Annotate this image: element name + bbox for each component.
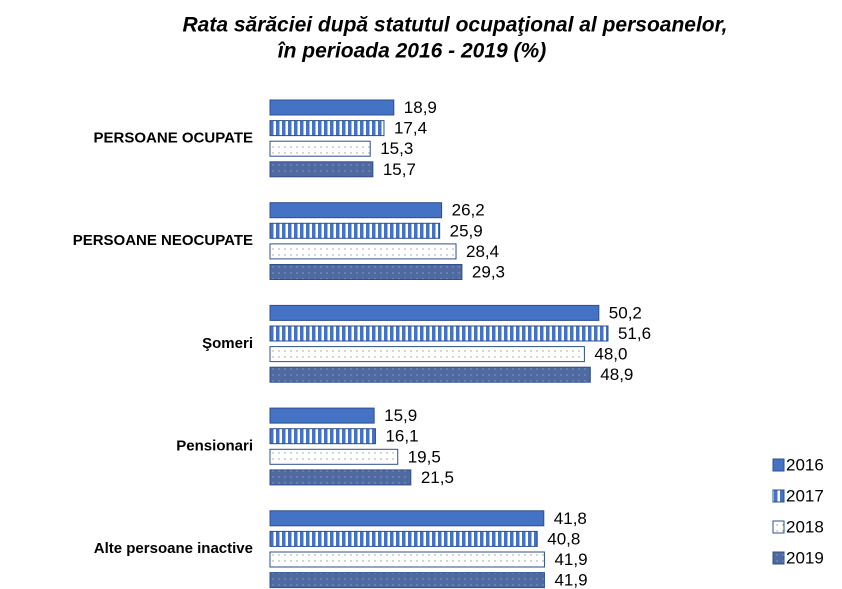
bar — [269, 161, 374, 178]
legend-swatch — [772, 489, 785, 503]
value-label: 16,1 — [385, 427, 418, 446]
value-label: 41,8 — [554, 509, 587, 528]
bar — [269, 202, 443, 219]
value-label: 41,9 — [554, 571, 587, 589]
legend-swatch — [772, 458, 785, 472]
bar — [269, 469, 412, 486]
bar — [269, 243, 457, 260]
legend-swatch — [772, 520, 785, 534]
value-label: 15,7 — [383, 160, 416, 179]
legend-label: 2017 — [786, 486, 824, 505]
bar — [269, 222, 441, 239]
category-label: Şomeri — [202, 335, 253, 352]
value-label: 40,8 — [547, 529, 580, 548]
legend-swatch — [772, 551, 785, 565]
value-label: 18,9 — [404, 98, 437, 117]
value-label: 28,4 — [466, 242, 499, 261]
bar — [269, 530, 538, 547]
value-label: 26,2 — [452, 201, 485, 220]
bar — [269, 448, 399, 465]
bar — [269, 572, 545, 589]
chart-title: Rata sărăciei după statutul ocupaţional … — [183, 14, 728, 37]
bar — [269, 366, 591, 383]
bar — [269, 551, 545, 568]
value-label: 25,9 — [450, 221, 483, 240]
legend-label: 2019 — [786, 548, 824, 567]
bar — [269, 407, 375, 424]
value-label: 21,5 — [421, 468, 454, 487]
value-label: 41,9 — [554, 550, 587, 569]
value-label: 50,2 — [609, 303, 642, 322]
category-label: PERSOANE NEOCUPATE — [73, 232, 253, 249]
category-label: Alte persoane inactive — [94, 540, 253, 557]
value-label: 29,3 — [472, 262, 505, 281]
category-label: Pensionari — [176, 437, 253, 454]
legend-label: 2016 — [786, 455, 824, 474]
chart-title: în perioada 2016 - 2019 (%) — [278, 40, 546, 63]
bar — [269, 120, 385, 137]
bar — [269, 304, 600, 321]
bar — [269, 325, 609, 342]
value-label: 19,5 — [408, 447, 441, 466]
bar — [269, 428, 376, 445]
value-label: 48,9 — [600, 365, 633, 384]
value-label: 15,9 — [384, 406, 417, 425]
category-label: PERSOANE OCUPATE — [94, 129, 253, 146]
value-label: 48,0 — [594, 345, 627, 364]
value-label: 51,6 — [618, 324, 651, 343]
value-label: 17,4 — [394, 119, 427, 138]
bar — [269, 264, 463, 280]
bar — [269, 510, 545, 527]
bar — [269, 99, 395, 116]
bar — [269, 140, 371, 157]
bar — [269, 346, 585, 363]
legend-label: 2018 — [786, 517, 824, 536]
value-label: 15,3 — [380, 139, 413, 158]
